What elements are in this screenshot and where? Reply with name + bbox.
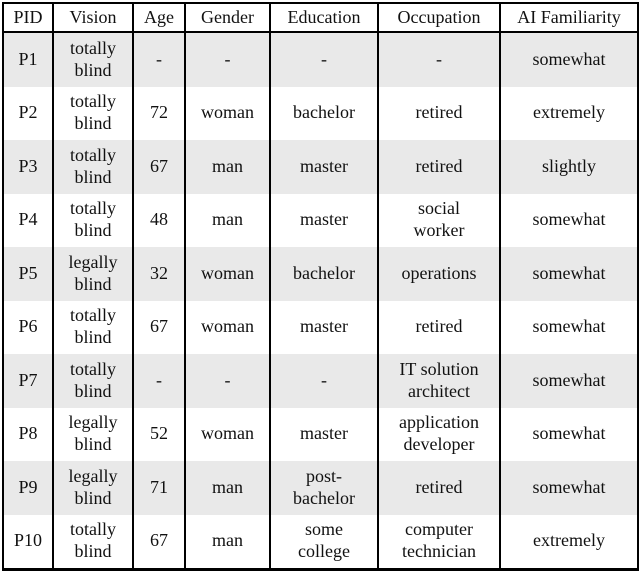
cell-vision: totally blind: [52, 32, 134, 87]
cell-occupation: social worker: [377, 193, 501, 247]
cell-gender: man: [184, 461, 271, 515]
cell-pid: P2: [2, 86, 54, 140]
cell-occupation: retired: [377, 300, 501, 354]
table-row-4: P4 totally blind 48 man master social worker s…: [2, 193, 639, 247]
cell-vision: legally blind: [52, 247, 134, 301]
cell-occupation: retired: [377, 461, 501, 515]
cell-pid: P8: [2, 407, 54, 461]
table-row-2: P2 totally blind 72 woman bachelor retired ext…: [2, 86, 639, 140]
cell-ai-familiarity: somewhat: [499, 407, 639, 461]
cell-age: -: [132, 32, 186, 87]
cell-pid: P6: [2, 300, 54, 354]
table-row-9: P9 legally blind 71 man post- bachelor retire…: [2, 461, 639, 515]
cell-ai-familiarity: extremely: [499, 86, 639, 140]
cell-pid: P10: [2, 514, 54, 570]
cell-ai-familiarity: somewhat: [499, 300, 639, 354]
cell-vision: totally blind: [52, 140, 134, 194]
cell-age: 32: [132, 247, 186, 301]
cell-vision: totally blind: [52, 86, 134, 140]
column-header-ai-familiarity: AI Familiarity: [499, 3, 639, 33]
table-row-5: P5 legally blind 32 woman bachelor operations…: [2, 247, 639, 301]
cell-ai-familiarity: extremely: [499, 514, 639, 570]
cell-occupation: IT solution architect: [377, 354, 501, 408]
cell-education: some college: [269, 514, 379, 570]
cell-ai-familiarity: somewhat: [499, 193, 639, 247]
column-header-occupation: Occupation: [377, 3, 501, 33]
cell-ai-familiarity: somewhat: [499, 247, 639, 301]
cell-age: 52: [132, 407, 186, 461]
cell-ai-familiarity: somewhat: [499, 354, 639, 408]
cell-education: master: [269, 407, 379, 461]
table-row-3: P3 totally blind 67 man master retired slightl…: [2, 140, 639, 194]
cell-vision: legally blind: [52, 407, 134, 461]
cell-education: master: [269, 300, 379, 354]
cell-occupation: retired: [377, 86, 501, 140]
cell-occupation: computer technician: [377, 514, 501, 570]
cell-age: 71: [132, 461, 186, 515]
cell-age: 67: [132, 514, 186, 570]
cell-pid: P5: [2, 247, 54, 301]
cell-gender: -: [184, 354, 271, 408]
cell-gender: woman: [184, 247, 271, 301]
cell-occupation: operations: [377, 247, 501, 301]
cell-gender: woman: [184, 300, 271, 354]
cell-pid: P9: [2, 461, 54, 515]
cell-education: post- bachelor: [269, 461, 379, 515]
cell-vision: legally blind: [52, 461, 134, 515]
table-row-8: P8 legally blind 52 woman master application …: [2, 407, 639, 461]
cell-occupation: application developer: [377, 407, 501, 461]
cell-ai-familiarity: somewhat: [499, 32, 639, 87]
column-header-pid: PID: [2, 3, 54, 33]
cell-age: 67: [132, 300, 186, 354]
column-header-age: Age: [132, 3, 186, 33]
table-body: P1 totally blind - - - - somewhat P2 totally bli…: [2, 32, 639, 570]
cell-pid: P4: [2, 193, 54, 247]
cell-pid: P1: [2, 32, 54, 87]
cell-occupation: -: [377, 32, 501, 87]
table-row-6: P6 totally blind 67 woman master retired somew…: [2, 300, 639, 354]
cell-education: master: [269, 140, 379, 194]
cell-age: -: [132, 354, 186, 408]
cell-gender: man: [184, 514, 271, 570]
cell-vision: totally blind: [52, 514, 134, 570]
cell-occupation: retired: [377, 140, 501, 194]
cell-ai-familiarity: slightly: [499, 140, 639, 194]
cell-vision: totally blind: [52, 300, 134, 354]
cell-pid: P3: [2, 140, 54, 194]
cell-gender: woman: [184, 86, 271, 140]
cell-pid: P7: [2, 354, 54, 408]
column-header-gender: Gender: [184, 3, 271, 33]
cell-education: master: [269, 193, 379, 247]
cell-age: 72: [132, 86, 186, 140]
cell-education: bachelor: [269, 247, 379, 301]
cell-education: -: [269, 354, 379, 408]
cell-age: 48: [132, 193, 186, 247]
table-row-7: P7 totally blind - - - IT solution architect s…: [2, 354, 639, 408]
cell-vision: totally blind: [52, 193, 134, 247]
column-header-education: Education: [269, 3, 379, 33]
cell-gender: man: [184, 193, 271, 247]
column-header-vision: Vision: [52, 3, 134, 33]
cell-gender: -: [184, 32, 271, 87]
cell-education: bachelor: [269, 86, 379, 140]
cell-vision: totally blind: [52, 354, 134, 408]
table-row-1: P1 totally blind - - - - somewhat: [2, 32, 639, 87]
cell-ai-familiarity: somewhat: [499, 461, 639, 515]
header-row: PID Vision Age Gender Education Occupati…: [2, 3, 639, 33]
table-header: PID Vision Age Gender Education Occupati…: [2, 3, 639, 33]
table-row-10: P10 totally blind 67 man some college compute…: [2, 514, 639, 570]
cell-education: -: [269, 32, 379, 87]
cell-gender: man: [184, 140, 271, 194]
cell-gender: woman: [184, 407, 271, 461]
cell-age: 67: [132, 140, 186, 194]
